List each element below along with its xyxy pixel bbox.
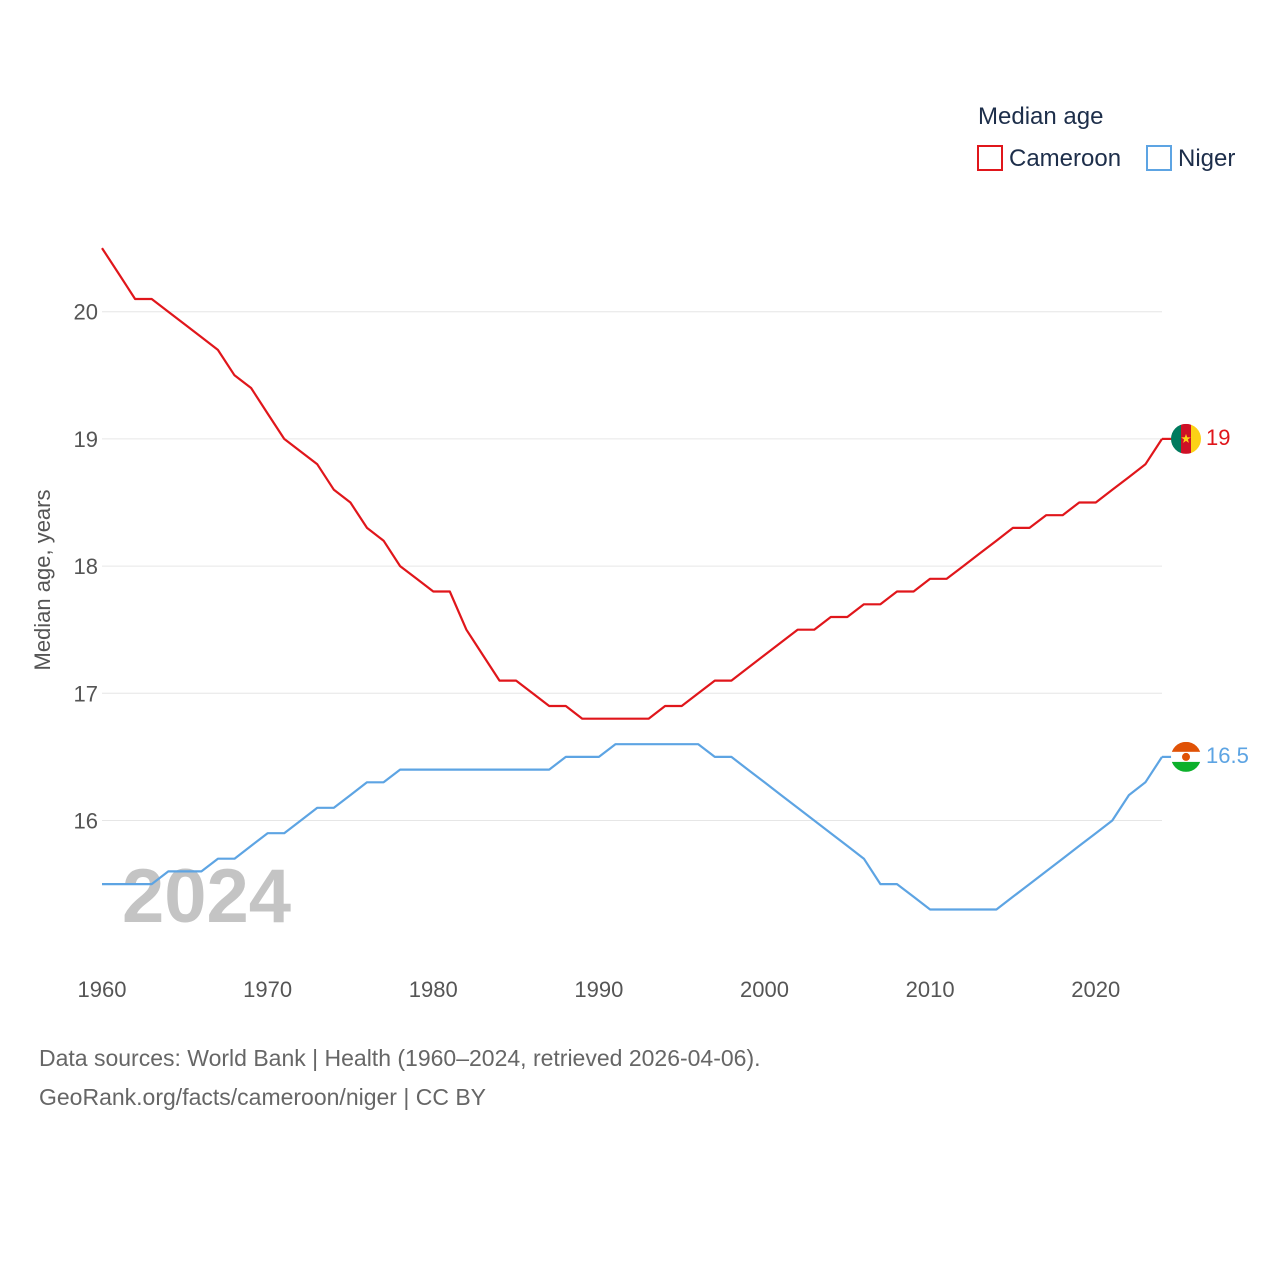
y-tick-label: 18 xyxy=(74,554,98,579)
x-tick-label: 1960 xyxy=(78,977,127,1002)
end-value-label-cameroon: 19 xyxy=(1206,425,1230,450)
legend-label: Cameroon xyxy=(1009,145,1121,172)
cameroon-flag-icon xyxy=(1171,423,1201,454)
x-tick-label: 1970 xyxy=(243,977,292,1002)
x-tick-label: 2010 xyxy=(906,977,955,1002)
y-tick-label: 20 xyxy=(74,300,98,325)
series-end-markers: 19 16.5 xyxy=(1162,423,1249,772)
niger-flag-icon xyxy=(1171,741,1201,772)
y-axis-label: Median age, years xyxy=(30,490,55,671)
y-axis-ticks: 16 17 18 19 20 xyxy=(74,300,98,834)
legend-item-niger[interactable]: Niger xyxy=(1146,145,1235,172)
x-tick-label: 1990 xyxy=(574,977,623,1002)
data-source-note: Data sources: World Bank | Health (1960–… xyxy=(39,1045,761,1071)
series-line-cameroon[interactable] xyxy=(101,247,1163,720)
legend-label: Niger xyxy=(1178,145,1235,172)
y-tick-label: 19 xyxy=(74,427,98,452)
legend-item-cameroon[interactable]: Cameroon xyxy=(977,145,1121,172)
x-axis-ticks: 1960 1970 1980 1990 2000 2010 2020 xyxy=(78,977,1121,1002)
x-tick-label: 2000 xyxy=(740,977,789,1002)
legend-title: Median age xyxy=(978,103,1103,130)
y-tick-label: 17 xyxy=(74,681,98,706)
attribution-link[interactable]: GeoRank.org/facts/cameroon/niger | CC BY xyxy=(39,1084,487,1110)
legend[interactable]: Median age Cameroon Niger xyxy=(977,103,1235,172)
legend-swatch xyxy=(1146,145,1172,171)
x-tick-label: 1980 xyxy=(409,977,458,1002)
series-line-niger[interactable] xyxy=(102,743,1163,911)
legend-swatch xyxy=(977,145,1003,171)
y-tick-label: 16 xyxy=(74,809,98,834)
series-lines xyxy=(101,247,1163,911)
grid-lines xyxy=(102,311,1162,821)
x-tick-label: 2020 xyxy=(1071,977,1120,1002)
end-value-label-niger: 16.5 xyxy=(1206,743,1249,768)
